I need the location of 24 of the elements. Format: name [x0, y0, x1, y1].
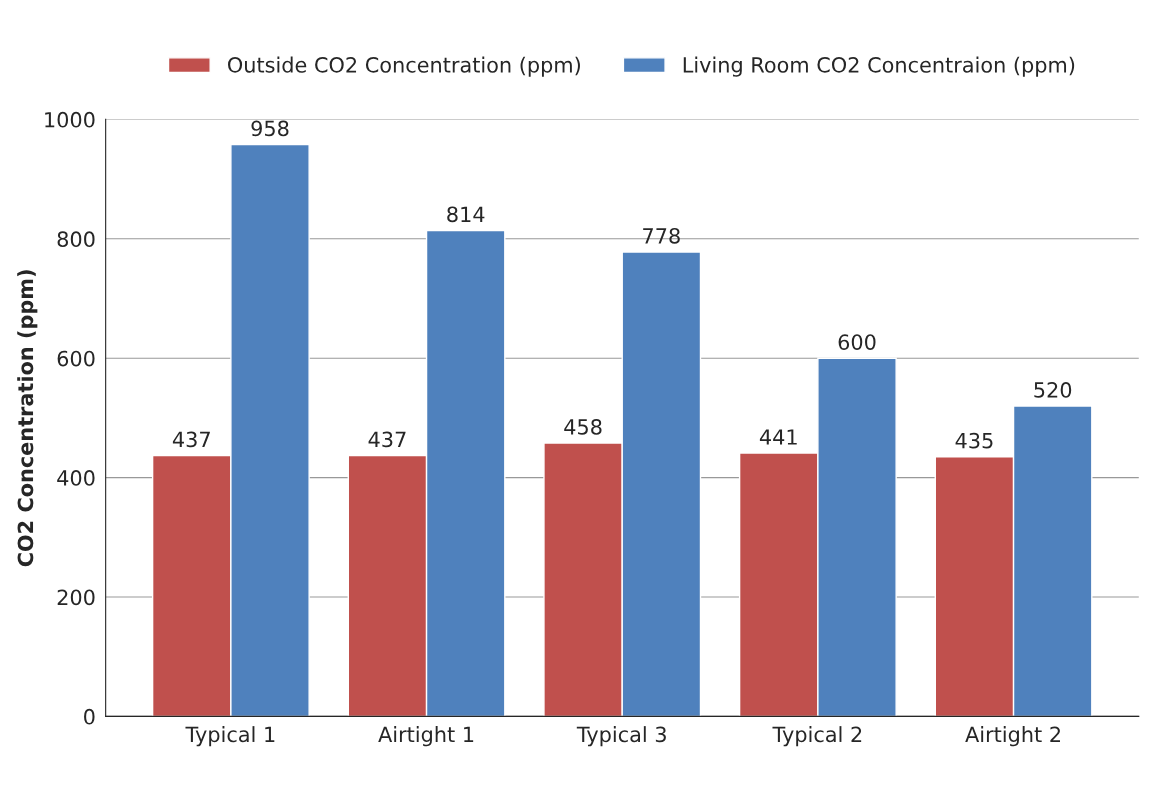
y-axis-title: CO2 Concentration (ppm) [17, 270, 38, 567]
y-tick-label: 200 [57, 589, 95, 606]
y-tick-label: 0 [84, 708, 95, 725]
x-tick-label: Typical 3 [576, 726, 666, 747]
x-tick-label: Typical 1 [185, 726, 275, 747]
data-label: 600 [838, 334, 876, 350]
y-tick-label: 600 [57, 350, 95, 367]
data-label: 437 [172, 431, 210, 448]
data-label: 520 [1034, 382, 1072, 398]
y-tick-label: 800 [57, 231, 95, 248]
data-label: 778 [643, 227, 680, 244]
data-label: 441 [759, 429, 797, 445]
data-label: 437 [368, 431, 406, 448]
legend-label: Outside CO2 Concentration (ppm) [228, 56, 580, 77]
x-tick-label: Airtight 2 [965, 726, 1060, 747]
y-tick-label: 1000 [45, 111, 95, 128]
data-label: 435 [955, 432, 993, 449]
x-tick-label: Airtight 1 [378, 726, 474, 747]
data-label: 814 [447, 206, 485, 223]
data-label: 958 [251, 120, 289, 137]
x-tick-label: Typical 2 [772, 726, 862, 747]
legend-label: Living Room CO2 Concentraion (ppm) [683, 56, 1075, 77]
y-tick-label: 400 [57, 470, 95, 486]
data-label: 458 [564, 419, 602, 435]
